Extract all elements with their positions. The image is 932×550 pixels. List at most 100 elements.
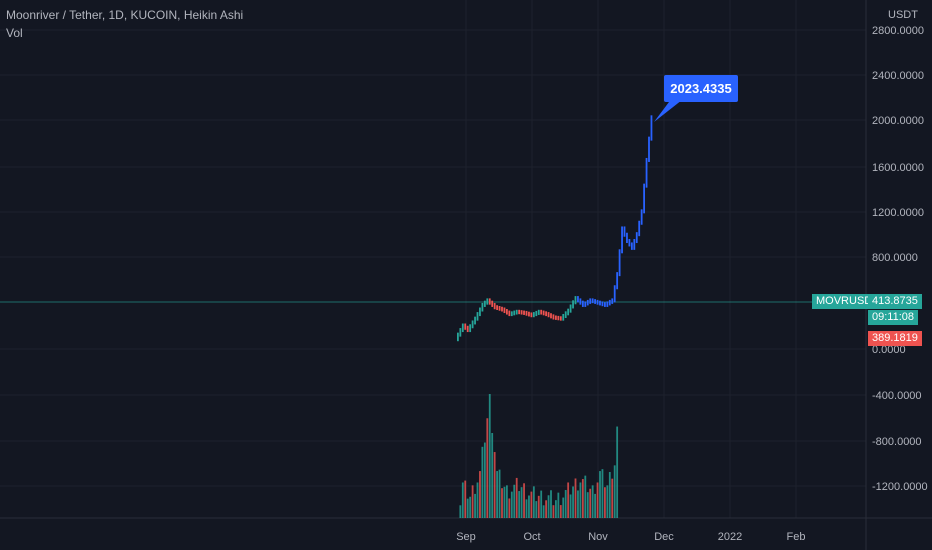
candle [506, 309, 508, 315]
volume-bar [528, 495, 530, 518]
volume-bar [513, 484, 516, 518]
volume-bar [552, 505, 555, 518]
candle [604, 302, 606, 307]
currency-unit: USDT [888, 9, 918, 21]
volume-bar [574, 478, 577, 518]
candle [645, 157, 648, 188]
symbol-title[interactable]: Moonriver / Tether, 1D, KUCOIN, Heikin A… [6, 8, 244, 22]
volume-bar [520, 487, 523, 518]
symbol-badge: MOVRUSDT [812, 294, 883, 309]
volume-bar [584, 475, 587, 518]
candle [476, 312, 479, 321]
candle [606, 301, 609, 307]
volume-bar [613, 465, 616, 518]
candle [586, 299, 589, 306]
candle [591, 298, 594, 304]
y-tick-label: 2400.0000 [872, 70, 924, 82]
candle [599, 300, 601, 306]
candle [530, 312, 533, 318]
volume-bar [508, 498, 511, 518]
volume-bar [589, 488, 592, 518]
callout-pointer [654, 98, 682, 122]
y-tick-label: 2800.0000 [872, 25, 924, 37]
candle [488, 298, 491, 305]
volume-bar [476, 482, 479, 518]
candle [584, 301, 587, 307]
candle [572, 300, 574, 309]
volume-bar [483, 442, 486, 518]
candle [555, 315, 557, 320]
price-callout[interactable]: 2023.4335 [664, 75, 738, 102]
volume-bar [557, 492, 560, 518]
candle [626, 232, 628, 244]
last-price-badge: 413.8735 [868, 294, 922, 309]
candle [542, 310, 545, 316]
countdown-badge: 09:11:08 [868, 310, 919, 325]
candle [461, 323, 464, 333]
x-tick-label: 2022 [718, 531, 742, 543]
volume-bar [569, 494, 572, 518]
candle [567, 308, 570, 316]
volume-indicator-label[interactable]: Vol [6, 26, 23, 40]
volume-bar [577, 490, 579, 518]
candle [616, 272, 619, 290]
volume-bar [599, 471, 601, 518]
candle [469, 324, 472, 333]
volume-bar [586, 492, 589, 518]
candle [466, 325, 469, 333]
volume-bar [498, 469, 501, 518]
candle [643, 183, 645, 214]
y-tick-label: -400.0000 [872, 390, 922, 402]
volume-bar [537, 495, 540, 518]
candle [508, 310, 511, 317]
y-tick-label: 1600.0000 [872, 162, 924, 174]
candle [648, 136, 650, 162]
volume-bar [523, 483, 525, 518]
volume-bar [506, 485, 508, 518]
candle [564, 311, 567, 318]
candle [525, 310, 528, 316]
candle [540, 309, 543, 315]
candle [493, 302, 496, 310]
candle [479, 307, 481, 317]
volume-bar [567, 482, 570, 518]
x-tick-label: Nov [588, 531, 608, 543]
volume-bar [542, 505, 545, 518]
candle [638, 220, 641, 237]
candle [483, 300, 486, 307]
volume-bar [579, 482, 582, 518]
volume-bar [464, 480, 467, 518]
y-tick-label: 1200.0000 [872, 207, 924, 219]
volume-bar [474, 493, 476, 518]
x-tick-label: Feb [787, 531, 806, 543]
candle [537, 309, 540, 315]
volume-bar [469, 496, 472, 518]
volume-bar [604, 487, 606, 518]
candle [503, 307, 506, 314]
volume-bar [550, 490, 552, 518]
volume-bar [535, 501, 538, 518]
candle [515, 309, 518, 315]
volume-bar [515, 477, 518, 518]
volume-bar [606, 485, 609, 518]
volume-bar [525, 499, 528, 518]
volume-bar [562, 497, 565, 518]
candle [577, 296, 579, 303]
y-tick-label: 0.0000 [872, 344, 906, 356]
candle [486, 298, 489, 305]
candle [459, 328, 462, 337]
candle [532, 312, 535, 318]
candle [633, 239, 636, 250]
y-tick-label: 2000.0000 [872, 115, 924, 127]
volume-bar [545, 500, 547, 518]
candle [552, 314, 555, 320]
candle [528, 311, 530, 317]
candle [471, 320, 474, 329]
volume-bar [572, 486, 574, 518]
candle [457, 332, 459, 342]
volume-bar [510, 491, 513, 518]
volume-bar [518, 491, 521, 518]
volume-bar [461, 482, 464, 518]
y-tick-label: 800.0000 [872, 252, 918, 264]
